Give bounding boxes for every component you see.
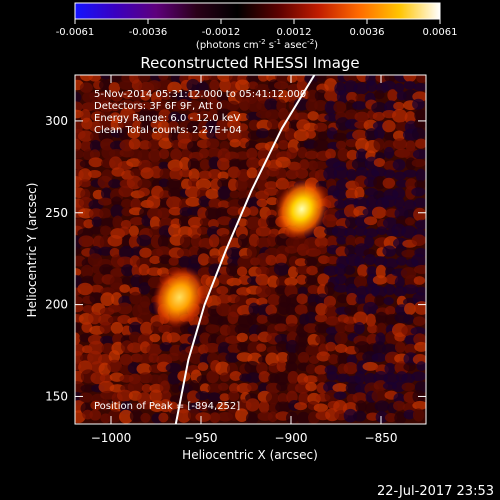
plot-timestamp: 22-Jul-2017 23:53 (377, 484, 494, 499)
x-tick-label: −900 (275, 431, 308, 445)
x-tick-label: −1000 (91, 431, 132, 445)
colorbar: -0.0061 -0.0036 -0.0012 0.0012 0.0036 0.0061 … (56, 2, 458, 51)
x-axis-label: Heliocentric X (arcsec) (182, 448, 318, 462)
colorbar-tick-label: -0.0061 (56, 27, 95, 38)
y-axis-label: Heliocentric Y (arcsec) (25, 183, 39, 318)
annotation-peak-position: Position of Peak = [-894,252] (94, 401, 240, 412)
annotation-energy-range: Energy Range: 6.0 - 12.0 keV (94, 113, 240, 124)
x-tick-label: −850 (365, 431, 398, 445)
axes: −1000 −950 −900 −850 150 200 250 300 (45, 75, 426, 445)
y-tick-label: 300 (45, 114, 68, 128)
colorbar-ticks: -0.0061 -0.0036 -0.0012 0.0012 0.0036 0.0061 (56, 19, 458, 38)
y-tick-label: 250 (45, 206, 68, 220)
colorbar-tick-label: -0.0012 (202, 27, 241, 38)
colorbar-units: (photons cm-2 s-1 asec-2) (196, 38, 318, 51)
solar-limb-line (174, 75, 316, 424)
plot-area (75, 75, 426, 424)
annotation-clean-counts: Clean Total counts: 2.27E+04 (94, 125, 242, 136)
annotation-time-range: 5-Nov-2014 05:31:12.000 to 05:41:12.000 (94, 89, 306, 100)
y-tick-label: 200 (45, 298, 68, 312)
chart-title: Reconstructed RHESSI Image (140, 54, 359, 72)
emission-source (274, 178, 329, 241)
plot-frame (74, 74, 427, 425)
annotations: 5-Nov-2014 05:31:12.000 to 05:41:12.000 … (94, 89, 306, 412)
colorbar-tick-label: 0.0012 (277, 27, 312, 38)
emission-sources (152, 178, 329, 329)
x-tick-label: −950 (185, 431, 218, 445)
emission-source (152, 266, 207, 329)
annotation-detectors: Detectors: 3F 6F 9F, Att 0 (94, 101, 222, 112)
y-tick-label: 150 (45, 389, 68, 403)
colorbar-tick-label: 0.0036 (350, 27, 385, 38)
colorbar-tick-label: -0.0036 (129, 27, 168, 38)
colorbar-bar (74, 2, 441, 20)
colorbar-tick-label: 0.0061 (423, 27, 458, 38)
